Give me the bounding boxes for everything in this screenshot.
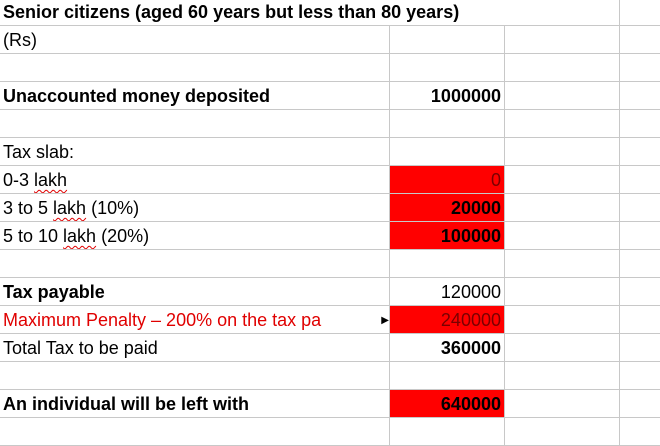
row-empty xyxy=(0,250,660,278)
row-unaccounted: Unaccounted money deposited 1000000 xyxy=(0,82,660,110)
cell[interactable] xyxy=(504,82,619,109)
row-slab-3: 5 to 10 lakh (20%) 100000 xyxy=(0,222,660,250)
row-slab-1: 0-3 lakh 0 xyxy=(0,166,660,194)
cell[interactable] xyxy=(389,250,504,277)
cell[interactable] xyxy=(504,362,619,389)
label-cell[interactable]: Unaccounted money deposited xyxy=(3,86,271,106)
row-left-with: An individual will be left with 640000 xyxy=(0,390,660,418)
value-cell[interactable]: 120000 xyxy=(389,278,504,305)
cell[interactable] xyxy=(619,54,660,81)
cell[interactable] xyxy=(504,194,619,221)
misspelled-word: lakh xyxy=(34,170,68,190)
cell[interactable] xyxy=(619,166,660,193)
value-cell[interactable]: 240000 xyxy=(389,306,504,333)
overflow-arrow-icon: ▶ xyxy=(381,315,389,326)
cell[interactable] xyxy=(619,334,660,361)
label-part: 3 to 5 xyxy=(3,198,54,218)
cell[interactable] xyxy=(619,26,660,53)
cell[interactable] xyxy=(504,138,619,165)
cell[interactable] xyxy=(619,362,660,389)
row-empty xyxy=(0,418,660,446)
cell[interactable] xyxy=(619,110,660,137)
cell[interactable] xyxy=(389,54,504,81)
label-part: (10%) xyxy=(86,198,140,218)
label-cell[interactable]: Total Tax to be paid xyxy=(3,338,158,358)
cell[interactable] xyxy=(619,194,660,221)
cell[interactable] xyxy=(504,26,619,53)
value-cell[interactable]: 360000 xyxy=(389,334,504,361)
cell[interactable] xyxy=(389,26,504,53)
cell[interactable] xyxy=(504,334,619,361)
label-cell[interactable]: Tax payable xyxy=(3,282,105,302)
value-cell[interactable]: 0 xyxy=(389,166,504,193)
cell[interactable] xyxy=(619,250,660,277)
cell[interactable] xyxy=(619,390,660,417)
title-cell[interactable]: Senior citizens (aged 60 years but less … xyxy=(3,2,460,22)
unit-cell[interactable]: (Rs) xyxy=(3,30,37,50)
row-tax-payable: Tax payable 120000 xyxy=(0,278,660,306)
cell[interactable] xyxy=(504,418,619,445)
label-cell[interactable]: 5 to 10 lakh (20%) xyxy=(3,222,389,249)
label-cell[interactable]: Tax slab: xyxy=(3,142,75,162)
cell[interactable] xyxy=(504,390,619,417)
cell[interactable] xyxy=(389,418,504,445)
row-title: Senior citizens (aged 60 years but less … xyxy=(0,0,660,26)
row-total: Total Tax to be paid 360000 xyxy=(0,334,660,362)
label-cell[interactable]: 0-3 lakh xyxy=(3,166,389,193)
label-part: 0-3 xyxy=(3,170,35,190)
cell[interactable] xyxy=(619,418,660,445)
misspelled-word: lakh xyxy=(53,198,87,218)
row-unit: (Rs) xyxy=(0,26,660,54)
cell[interactable] xyxy=(619,306,660,333)
label-cell[interactable]: An individual will be left with xyxy=(3,394,250,414)
cell[interactable] xyxy=(504,166,619,193)
row-empty xyxy=(0,54,660,82)
cell[interactable] xyxy=(389,362,504,389)
value-cell[interactable]: 20000 xyxy=(389,194,504,221)
value-cell[interactable]: 640000 xyxy=(389,390,504,417)
cell[interactable] xyxy=(504,54,619,81)
label-cell[interactable]: 3 to 5 lakh (10%) xyxy=(3,194,389,221)
cell[interactable] xyxy=(619,82,660,109)
cell[interactable] xyxy=(504,222,619,249)
label-part: (20%) xyxy=(96,226,150,246)
cell[interactable] xyxy=(389,138,504,165)
cell[interactable] xyxy=(504,278,619,305)
cell[interactable] xyxy=(504,306,619,333)
cell[interactable] xyxy=(619,138,660,165)
cell[interactable] xyxy=(504,250,619,277)
row-penalty: Maximum Penalty – 200% on the tax pa ▶ 24… xyxy=(0,306,660,334)
row-slab-2: 3 to 5 lakh (10%) 20000 xyxy=(0,194,660,222)
row-empty xyxy=(0,362,660,390)
cell[interactable] xyxy=(619,0,660,25)
label-cell[interactable]: Maximum Penalty – 200% on the tax pa ▶ xyxy=(3,306,389,333)
label-part: 5 to 10 xyxy=(3,226,64,246)
penalty-label: Maximum Penalty – 200% on the tax pa xyxy=(3,310,322,330)
cell[interactable] xyxy=(389,110,504,137)
row-tax-slab-header: Tax slab: xyxy=(0,138,660,166)
cell[interactable] xyxy=(619,222,660,249)
cell[interactable] xyxy=(619,278,660,305)
value-cell[interactable]: 100000 xyxy=(389,222,504,249)
value-cell[interactable]: 1000000 xyxy=(389,82,504,109)
misspelled-word: lakh xyxy=(63,226,97,246)
cell[interactable] xyxy=(504,110,619,137)
row-empty xyxy=(0,110,660,138)
